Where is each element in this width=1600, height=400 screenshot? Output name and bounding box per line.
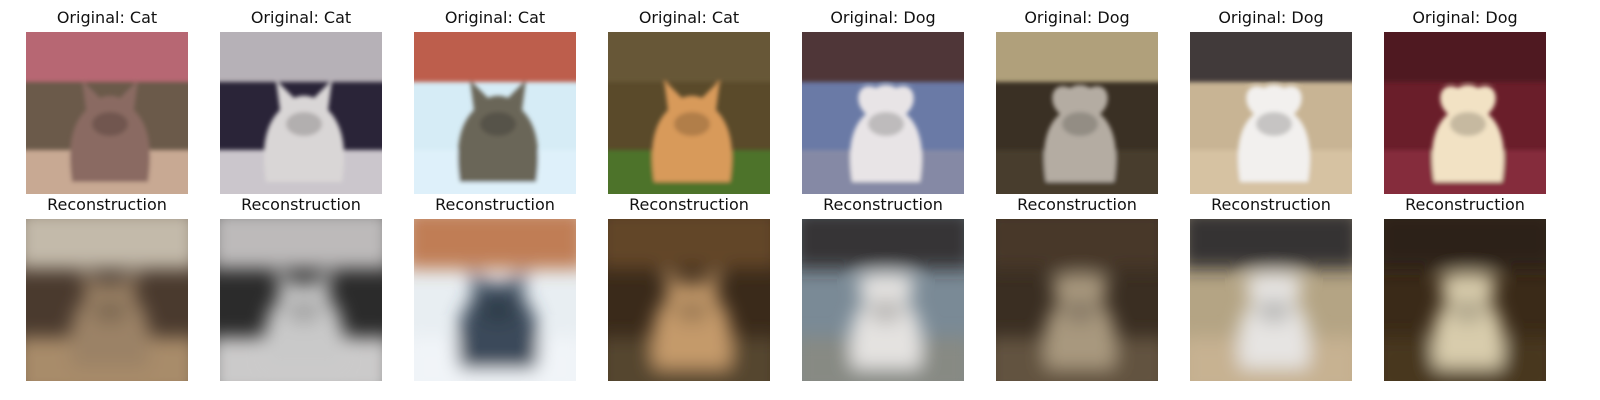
blurry-reconstruction-of-dog [1384, 219, 1546, 381]
photo-of-dog [996, 32, 1158, 194]
original-title: Original: Dog [1024, 8, 1130, 27]
reconstruction-image [1190, 219, 1352, 381]
original-title: Original: Cat [444, 8, 546, 27]
original-image [996, 32, 1158, 194]
reconstruction-title: Reconstruction [241, 195, 361, 214]
original-title: Original: Dog [830, 8, 936, 27]
original-image [220, 32, 382, 194]
original-title: Original: Cat [250, 8, 352, 27]
blurry-reconstruction-of-dog [1190, 219, 1352, 381]
original-image [414, 32, 576, 194]
original-title: Original: Cat [638, 8, 740, 27]
photo-of-dog [1190, 32, 1352, 194]
reconstruction-title: Reconstruction [47, 195, 167, 214]
reconstruction-image [220, 219, 382, 381]
reconstruction-image [802, 219, 964, 381]
photo-of-cat [608, 32, 770, 194]
original-image [802, 32, 964, 194]
reconstruction-title: Reconstruction [435, 195, 555, 214]
reconstruction-title: Reconstruction [1017, 195, 1137, 214]
blurry-reconstruction-of-cat [26, 219, 188, 381]
original-image [26, 32, 188, 194]
reconstruction-title: Reconstruction [629, 195, 749, 214]
blurry-reconstruction-of-dog [802, 219, 964, 381]
reconstruction-image [414, 219, 576, 381]
reconstruction-image [26, 219, 188, 381]
reconstruction-image [608, 219, 770, 381]
blurry-reconstruction-of-cat [220, 219, 382, 381]
blurry-reconstruction-of-dog [996, 219, 1158, 381]
photo-of-cat [220, 32, 382, 194]
reconstruction-image [996, 219, 1158, 381]
original-image [1384, 32, 1546, 194]
photo-of-cat [414, 32, 576, 194]
blurry-reconstruction-of-cat [414, 219, 576, 381]
original-title: Original: Dog [1412, 8, 1518, 27]
photo-of-cat [26, 32, 188, 194]
original-image [608, 32, 770, 194]
reconstruction-title: Reconstruction [1405, 195, 1525, 214]
blurry-reconstruction-of-cat [608, 219, 770, 381]
reconstruction-title: Reconstruction [1211, 195, 1331, 214]
photo-of-dog [802, 32, 964, 194]
reconstruction-title: Reconstruction [823, 195, 943, 214]
original-title: Original: Cat [56, 8, 158, 27]
original-image [1190, 32, 1352, 194]
original-title: Original: Dog [1218, 8, 1324, 27]
reconstruction-image [1384, 219, 1546, 381]
photo-of-dog [1384, 32, 1546, 194]
